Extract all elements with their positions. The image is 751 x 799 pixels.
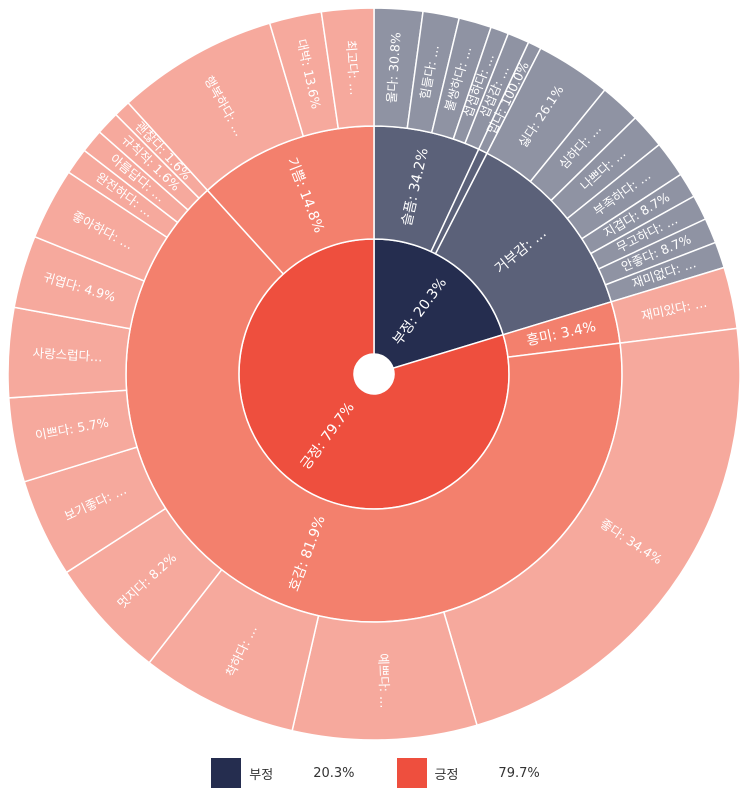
legend-item-negative[interactable]: 부정 20.3% — [211, 758, 355, 788]
legend-swatch-positive — [396, 758, 427, 788]
sunburst-label-울다: 울다: 30.8% — [384, 32, 404, 104]
sunburst-label-최고다: 최고다: … — [343, 40, 362, 96]
sunburst-chart: 부정: 20.3%슬픔: 34.2%울다: 30.8% 힘들다: … 불쌍하다: …… — [7, 7, 741, 740]
sunburst-segment-최고다[interactable] — [320, 7, 375, 130]
legend-item-positive[interactable]: 긍정 79.7% — [396, 758, 540, 788]
legend-swatch-negative — [211, 758, 242, 788]
sunburst-label-사랑스럽다: 사랑스럽다… — [32, 345, 103, 364]
legend-name-negative: 부정 — [249, 767, 274, 783]
sunburst-label-예쁘다: 예쁘다: … — [376, 653, 393, 709]
legend-value-negative: 20.3% — [313, 765, 355, 781]
sunburst-segment-좋다[interactable] — [442, 327, 741, 727]
legend-name-positive: 긍정 — [434, 767, 459, 783]
chart-legend: 부정 20.3% 긍정 79.7% — [0, 758, 751, 788]
center-hole — [355, 355, 393, 393]
legend-value-positive: 79.7% — [498, 765, 540, 781]
